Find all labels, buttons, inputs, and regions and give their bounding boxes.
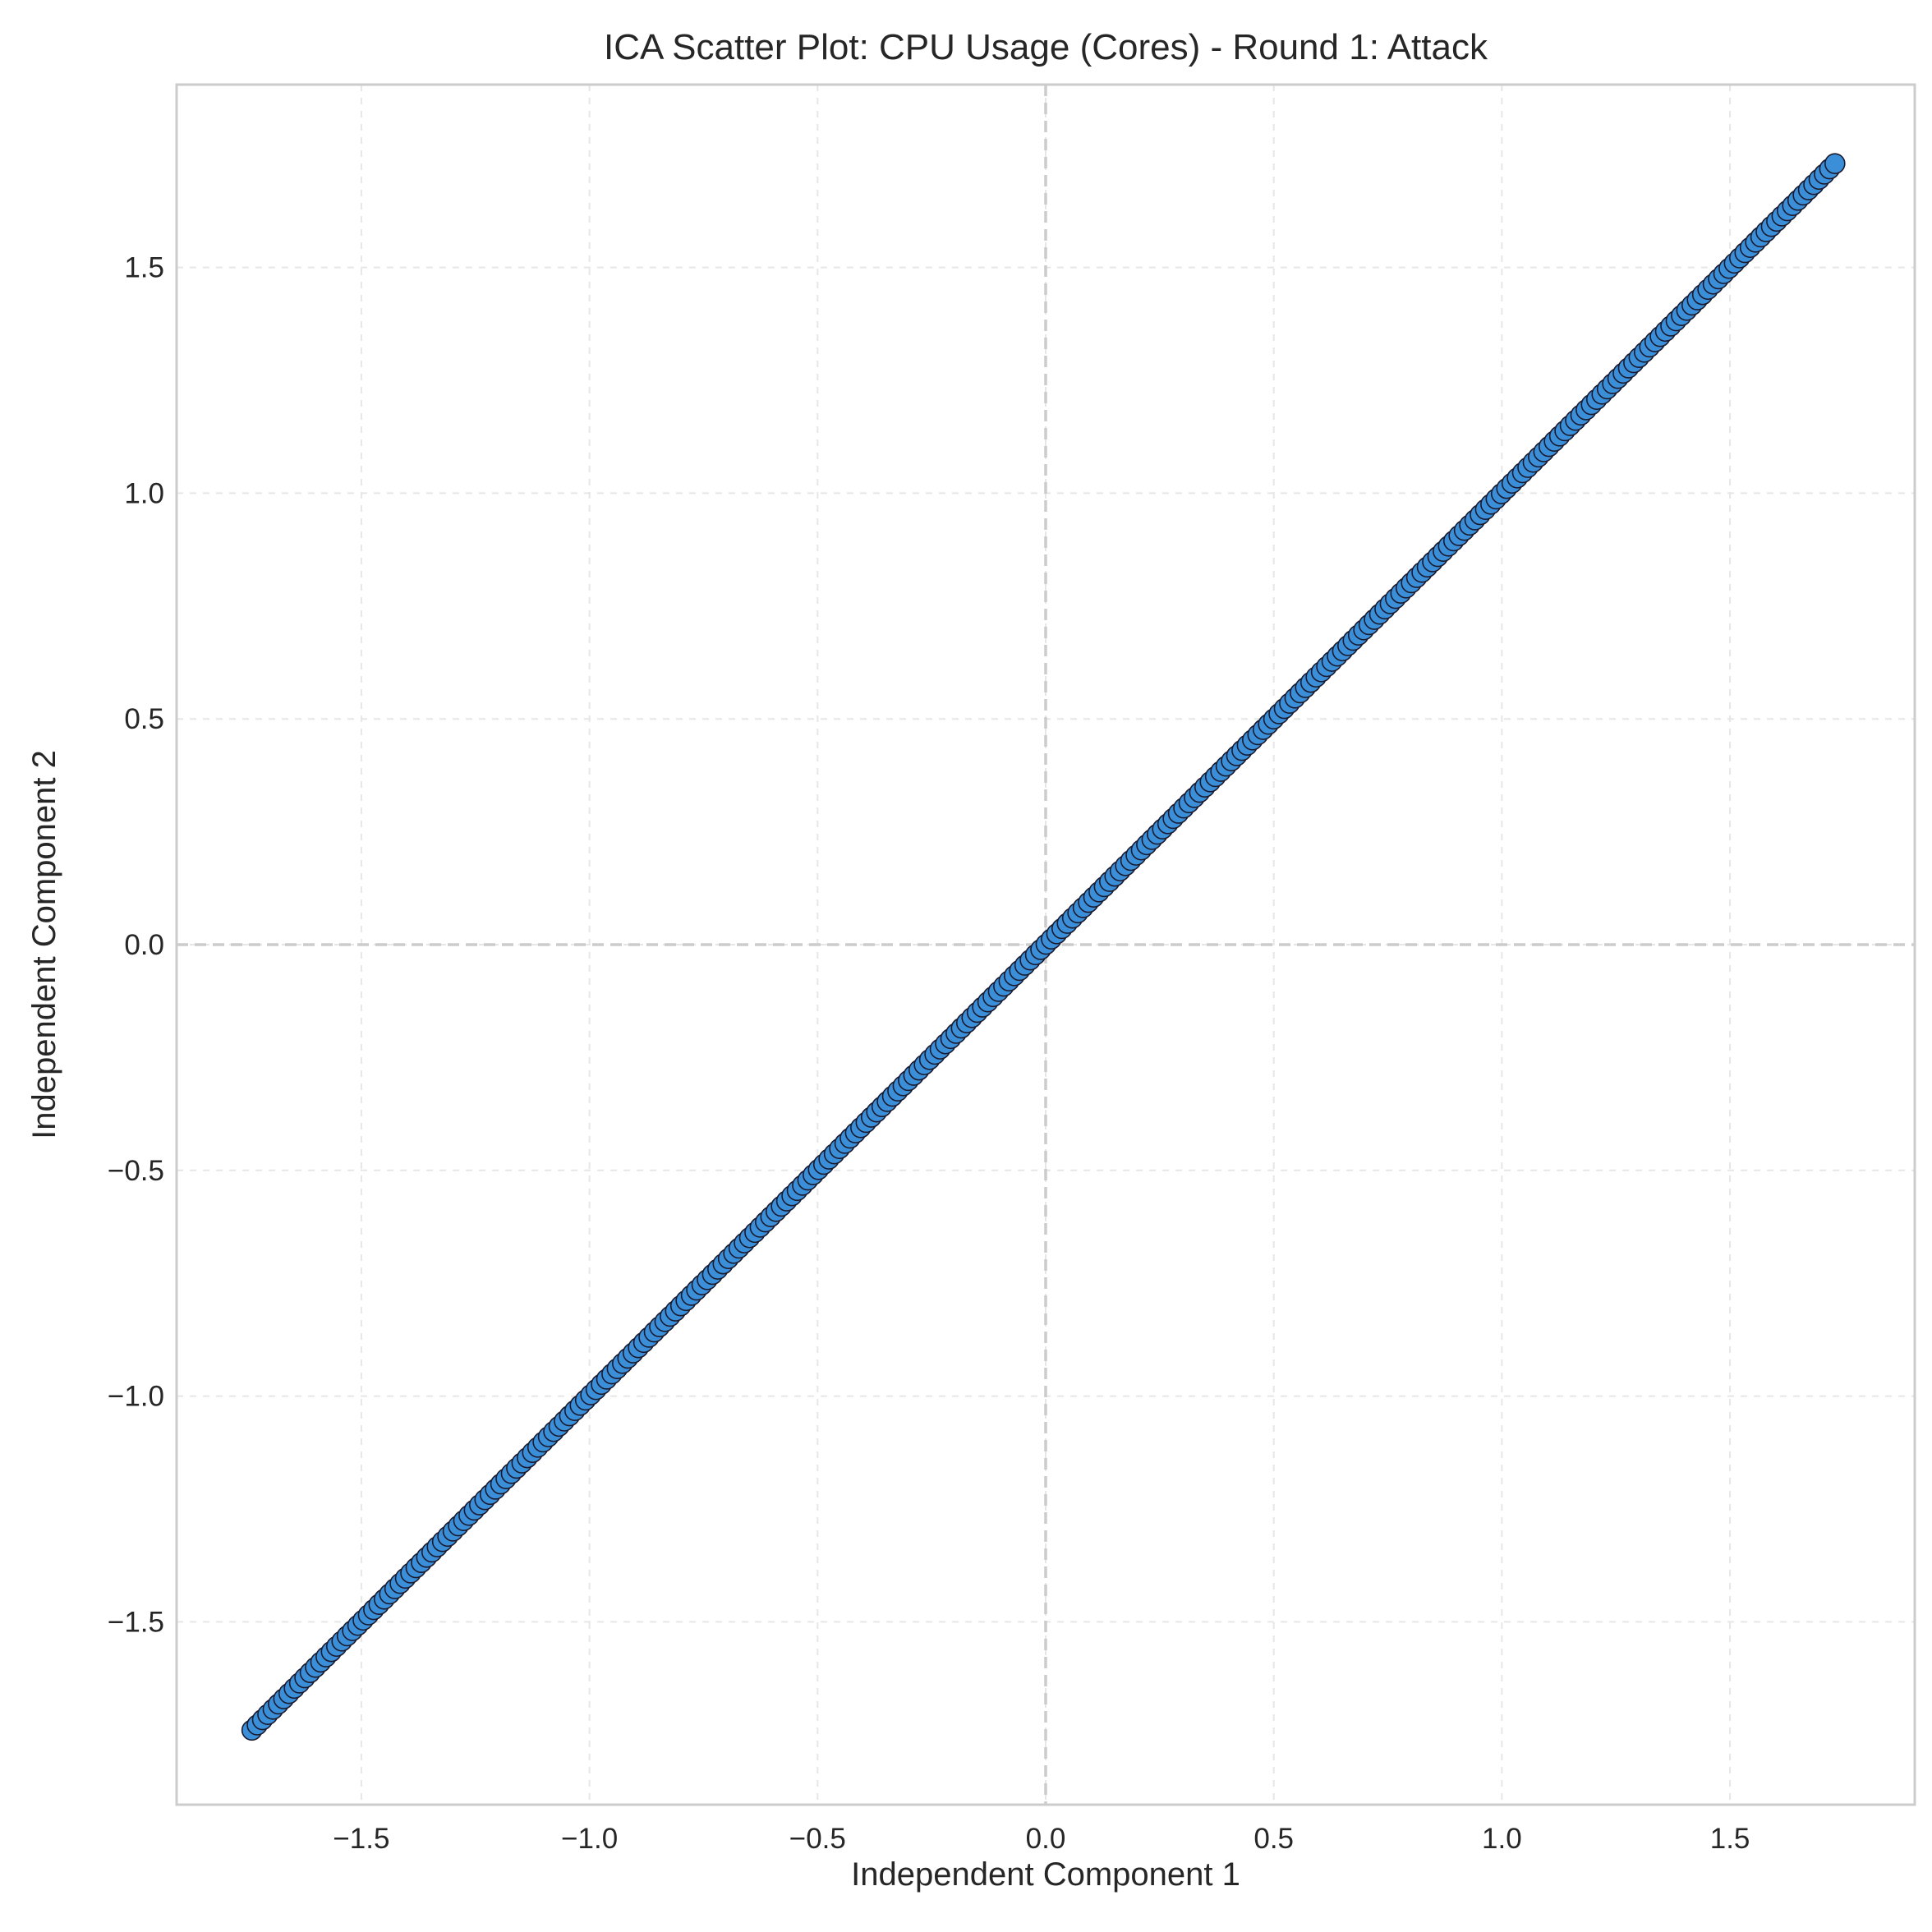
scatter-point: [1824, 153, 1846, 174]
x-tick-label: 1.0: [1482, 1823, 1522, 1855]
y-tick-label: 0.0: [124, 929, 164, 961]
x-tick-label: 0.5: [1254, 1823, 1294, 1855]
x-tick-label: −1.0: [561, 1823, 618, 1855]
y-axis-label: Independent Component 2: [26, 750, 62, 1139]
y-tick-label: 1.0: [124, 477, 164, 509]
y-tick-label: −1.5: [108, 1606, 164, 1638]
x-tick-labels: −1.5 −1.0 −0.5 0.0 0.5 1.0 1.5: [333, 1823, 1750, 1855]
plot-frame: [175, 83, 1916, 1806]
x-tick-label: −0.5: [789, 1823, 846, 1855]
y-tick-labels: −1.5 −1.0 −0.5 0.0 0.5 1.0 1.5: [108, 252, 164, 1639]
chart-title: ICA Scatter Plot: CPU Usage (Cores) - Ro…: [604, 27, 1488, 67]
x-tick-label: −1.5: [333, 1823, 389, 1855]
y-tick-label: −1.0: [108, 1381, 164, 1413]
x-axis-label: Independent Component 1: [851, 1856, 1240, 1893]
x-tick-label: 1.5: [1710, 1823, 1750, 1855]
x-tick-label: 0.0: [1026, 1823, 1066, 1855]
y-tick-label: 0.5: [124, 703, 164, 735]
y-tick-label: −0.5: [108, 1155, 164, 1187]
y-tick-label: 1.5: [124, 252, 164, 284]
data-points: [241, 153, 1846, 1741]
